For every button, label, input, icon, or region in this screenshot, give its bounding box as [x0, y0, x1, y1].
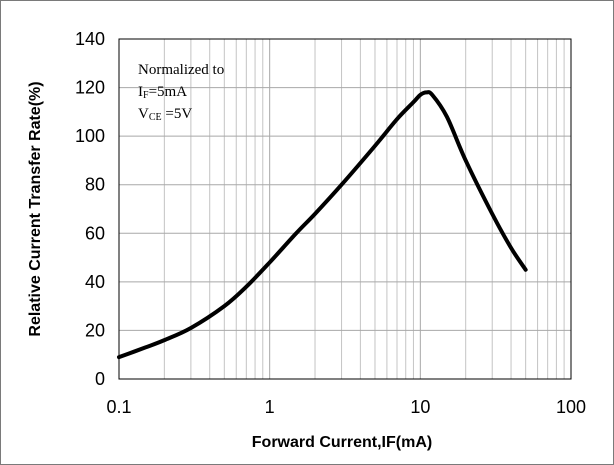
x-tick-label: 1 [265, 397, 275, 417]
y-tick-label: 120 [75, 78, 105, 98]
y-tick-label: 100 [75, 126, 105, 146]
tick-labels: 0 20 40 60 80 100 120 140 0.1 1 10 100 [75, 29, 586, 417]
y-tick-label: 60 [85, 223, 105, 243]
series-line [117, 90, 528, 360]
plot-border [118, 38, 572, 380]
annotation-line-3-main: V [138, 106, 149, 122]
annotation-line-3-sub: CE [149, 112, 162, 123]
y-tick-label: 0 [95, 369, 105, 389]
annotation-line-3: VCE =5V [138, 106, 192, 123]
annotation-box: Normalized to IF=5mA VCE =5V [138, 62, 224, 123]
x-tick-label: 10 [410, 397, 430, 417]
y-tick-label: 20 [85, 320, 105, 340]
x-axis-title: Forward Current,IF(mA) [252, 434, 432, 451]
annotation-line-2-rest: =5mA [149, 84, 188, 100]
y-axis-title: Relative Current Transfer Rate(%) [27, 81, 44, 336]
x-tick-label: 0.1 [106, 397, 131, 417]
y-tick-label: 140 [75, 29, 105, 49]
annotation-line-2-sub: F [143, 90, 149, 101]
grid [118, 38, 571, 380]
annotation-line-1: Normalized to [138, 62, 224, 78]
annotation-line-2: IF=5mA [138, 84, 187, 101]
y-tick-label: 40 [85, 272, 105, 292]
y-tick-label: 80 [85, 175, 105, 195]
annotation-line-2-main: I [138, 84, 143, 100]
annotation-line-3-rest: =5V [162, 106, 193, 122]
x-tick-label: 100 [556, 397, 586, 417]
